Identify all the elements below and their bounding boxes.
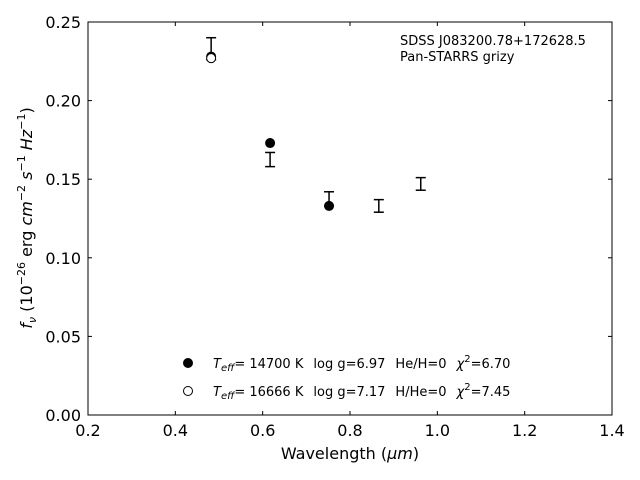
y-tick-label: 0.15 xyxy=(45,170,81,189)
legend-marker-open xyxy=(183,386,193,396)
y-tick-label: 0.00 xyxy=(45,406,81,425)
x-tick-label: 1.2 xyxy=(512,421,537,440)
axis-ticks: 0.2 0.4 0.6 0.8 1.0 1.2 1.4 0.00 0.05 0.10 0.15 0.2… xyxy=(45,13,624,440)
y-tick-label: 0.25 xyxy=(45,13,81,32)
errorbars xyxy=(206,36,426,213)
x-tick-label: 0.4 xyxy=(163,421,188,440)
x-tick-label: 0.6 xyxy=(250,421,275,440)
annotation-line-1: SDSS J083200.78+172628.5 xyxy=(400,34,586,49)
y-axis-label: fν (10−26 erg cm−2 s−1 Hz−1) xyxy=(15,107,39,328)
x-axis-label: Wavelength (μm) xyxy=(281,444,419,463)
model-point-open xyxy=(206,53,217,64)
x-tick-label: 1.0 xyxy=(425,421,450,440)
x-tick-label: 0.8 xyxy=(337,421,362,440)
x-tick-label: 0.2 xyxy=(75,421,100,440)
model-points xyxy=(206,51,335,211)
x-tick-label: 1.4 xyxy=(599,421,624,440)
y-tick-label: 0.10 xyxy=(45,249,81,268)
annotation-line-2: Pan-STARRS grizy xyxy=(400,50,515,65)
model-point-filled xyxy=(324,200,335,211)
legend-marker-filled xyxy=(183,358,193,368)
model-point-filled xyxy=(265,138,276,149)
y-tick-label: 0.05 xyxy=(45,327,81,346)
y-tick-label: 0.20 xyxy=(45,92,81,111)
